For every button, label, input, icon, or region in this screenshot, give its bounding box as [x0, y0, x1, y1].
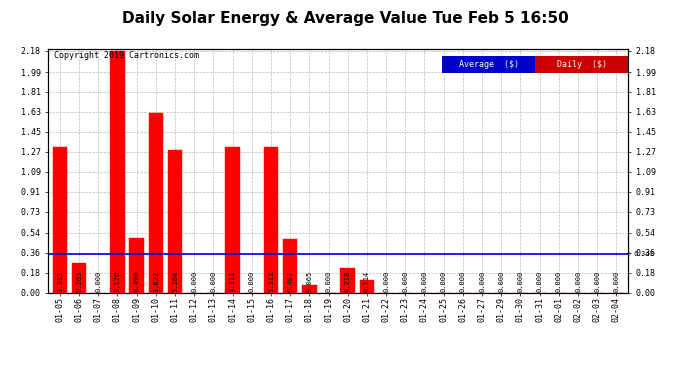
Text: 0.114: 0.114 [364, 271, 370, 292]
Text: 0.065: 0.065 [306, 271, 313, 292]
Bar [359, 280, 374, 292]
Text: 1.311: 1.311 [230, 271, 235, 292]
Bar [52, 147, 67, 292]
Text: 0.000: 0.000 [518, 271, 524, 292]
Text: 0.218: 0.218 [345, 271, 351, 292]
Text: 0.000: 0.000 [575, 271, 581, 292]
Text: 0.000: 0.000 [402, 271, 408, 292]
Text: 0.490: 0.490 [134, 271, 139, 292]
Text: 0.000: 0.000 [556, 271, 562, 292]
FancyBboxPatch shape [442, 56, 535, 73]
Bar [110, 51, 125, 292]
Bar [283, 238, 297, 292]
Bar [148, 113, 163, 292]
Bar [340, 268, 355, 292]
Text: 0.487: 0.487 [287, 271, 293, 292]
Bar [72, 263, 86, 292]
Text: Copyright 2019 Cartronics.com: Copyright 2019 Cartronics.com [54, 51, 199, 60]
Bar [168, 150, 182, 292]
Bar [264, 147, 278, 292]
Text: 0.263: 0.263 [76, 271, 82, 292]
FancyBboxPatch shape [535, 56, 628, 73]
Text: 0.000: 0.000 [613, 271, 620, 292]
Text: Daily  ($): Daily ($) [557, 60, 607, 69]
Text: 2.176: 2.176 [115, 271, 120, 292]
Text: 0.000: 0.000 [95, 271, 101, 292]
Text: Daily Solar Energy & Average Value Tue Feb 5 16:50: Daily Solar Energy & Average Value Tue F… [121, 11, 569, 26]
Text: 0.000: 0.000 [326, 271, 331, 292]
Bar [302, 285, 317, 292]
Text: 1.284: 1.284 [172, 271, 178, 292]
Text: 0.000: 0.000 [210, 271, 217, 292]
Text: 0.000: 0.000 [498, 271, 504, 292]
Text: 0.000: 0.000 [383, 271, 389, 292]
Text: 1.311: 1.311 [268, 271, 274, 292]
Bar [226, 147, 239, 292]
Bar [130, 238, 144, 292]
Text: 0.000: 0.000 [248, 271, 255, 292]
Text: Average  ($): Average ($) [459, 60, 519, 69]
Text: 0.000: 0.000 [191, 271, 197, 292]
Text: 0.000: 0.000 [537, 271, 542, 292]
Text: 0.000: 0.000 [460, 271, 466, 292]
Text: 0.000: 0.000 [441, 271, 446, 292]
Text: + 0.343: + 0.343 [626, 252, 654, 258]
Text: 0.000: 0.000 [479, 271, 485, 292]
Text: 1.313: 1.313 [57, 271, 63, 292]
Text: 1.622: 1.622 [152, 271, 159, 292]
Text: 0.000: 0.000 [422, 271, 428, 292]
Text: 0.000: 0.000 [594, 271, 600, 292]
